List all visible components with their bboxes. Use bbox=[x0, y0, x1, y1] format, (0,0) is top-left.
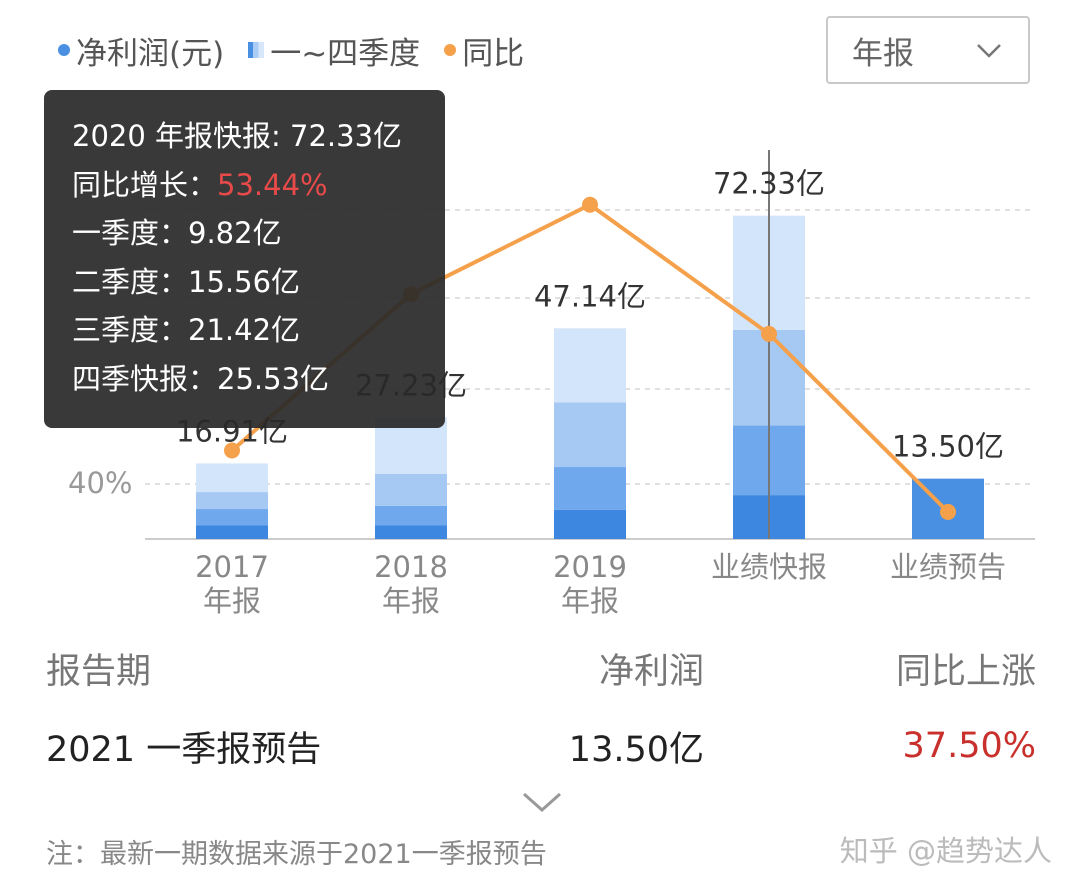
data-label: 72.33亿 bbox=[713, 167, 825, 201]
table-row: 2021 一季报预告 13.50亿 37.50% bbox=[46, 718, 1036, 774]
bar-segment bbox=[196, 492, 268, 510]
bar-segment bbox=[196, 463, 268, 493]
data-label: 47.14亿 bbox=[534, 279, 646, 313]
tooltip-growth-label: 同比增长： bbox=[72, 167, 218, 202]
bar-segment bbox=[554, 509, 626, 539]
bar-segment bbox=[196, 525, 268, 539]
tooltip-q1: 一季度：9.82亿 bbox=[72, 216, 282, 250]
chart-tooltip: 2020 年报快报: 72.33亿 同比增长：53.44% 一季度：9.82亿 … bbox=[44, 90, 445, 428]
data-source-note: 注：最新一期数据来源于2021一季报预告 bbox=[46, 839, 547, 870]
tooltip-q4: 四季快报：25.53亿 bbox=[72, 361, 330, 396]
tooltip-q2: 二季度：15.56亿 bbox=[72, 264, 301, 299]
period-select-value: 年报 bbox=[852, 35, 914, 72]
x-tick-label: 2018 bbox=[374, 550, 448, 584]
row-profit: 13.50亿 bbox=[568, 729, 704, 770]
chevron-down-icon bbox=[977, 44, 1001, 58]
header-profit: 净利润 bbox=[598, 651, 704, 692]
watermark: 知乎 @趋势达人 bbox=[839, 834, 1052, 868]
legend-label: 一~四季度 bbox=[270, 35, 421, 72]
bar-segment bbox=[196, 509, 268, 526]
header-period: 报告期 bbox=[46, 651, 152, 692]
period-select[interactable]: 年报 bbox=[826, 16, 1030, 84]
net-profit-chart: 40%16.91亿27.23亿47.14亿72.33亿13.50亿2017年报2… bbox=[68, 150, 1035, 618]
expand-chevron-icon[interactable] bbox=[520, 786, 564, 816]
legend-item-yoy[interactable]: 同比 bbox=[444, 28, 524, 73]
blue-dot-icon bbox=[58, 44, 70, 56]
bar-segment bbox=[554, 467, 626, 510]
data-label: 13.50亿 bbox=[892, 430, 1004, 464]
x-tick-label: 业绩预告 bbox=[890, 550, 1006, 584]
bar-segment bbox=[554, 328, 626, 403]
x-tick-label: 年报 bbox=[561, 584, 619, 618]
legend-item-quarters[interactable]: 一~四季度 bbox=[248, 28, 420, 73]
yoy-point bbox=[224, 442, 240, 459]
tooltip-growth: 同比增长：53.44% bbox=[72, 161, 417, 210]
bar-segment bbox=[375, 473, 447, 506]
legend-label: 同比 bbox=[462, 35, 525, 72]
x-tick-label: 年报 bbox=[382, 584, 440, 618]
header-yoy: 同比上涨 bbox=[895, 651, 1036, 692]
chart-legend: 净利润(元) 一~四季度 同比 bbox=[58, 28, 524, 72]
orange-dot-icon bbox=[444, 44, 457, 56]
bar-segment bbox=[554, 402, 626, 468]
bar-segment bbox=[375, 505, 447, 526]
table-header: 报告期 净利润 同比上涨 bbox=[46, 640, 1036, 696]
yoy-point bbox=[940, 503, 956, 520]
tooltip-title: 2020 年报快报: 72.33亿 bbox=[72, 119, 403, 153]
x-tick-label: 2019 bbox=[553, 550, 627, 584]
legend-label: 净利润(元) bbox=[76, 35, 225, 72]
yoy-point bbox=[582, 196, 598, 213]
gradient-square-icon bbox=[248, 42, 265, 58]
yoy-point bbox=[761, 325, 777, 342]
x-tick-label: 业绩快报 bbox=[711, 550, 827, 584]
y-tick-label: 40% bbox=[68, 466, 132, 500]
row-yoy: 37.50% bbox=[902, 726, 1036, 766]
legend-item-net-profit[interactable]: 净利润(元) bbox=[58, 28, 224, 73]
x-tick-label: 2017 bbox=[195, 550, 269, 584]
tooltip-q3: 三季度：21.42亿 bbox=[72, 313, 301, 347]
row-period: 2021 一季报预告 bbox=[46, 729, 322, 770]
x-tick-label: 年报 bbox=[203, 584, 261, 618]
tooltip-growth-value: 53.44% bbox=[217, 167, 328, 202]
bar-segment bbox=[375, 525, 447, 539]
